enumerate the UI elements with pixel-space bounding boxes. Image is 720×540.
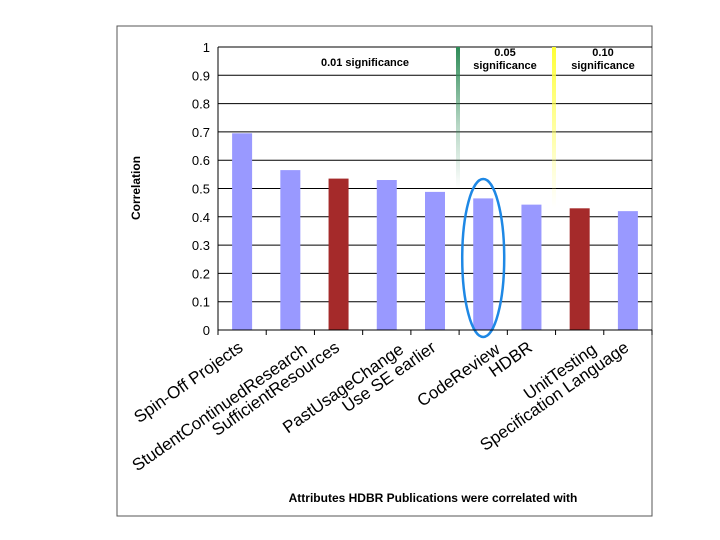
y-tick-label: 0.7	[192, 125, 210, 140]
bar	[473, 198, 494, 330]
y-axis-title: Correlation	[129, 156, 143, 220]
significance-label: 0.05 significance	[473, 47, 537, 72]
axes	[217, 47, 653, 335]
y-tick-label: 0.6	[192, 153, 210, 168]
bars	[232, 133, 638, 339]
significance-line-010	[552, 47, 556, 209]
significance-lines	[456, 47, 556, 209]
significance-label: 0.01 significance	[321, 57, 409, 69]
highlight-ellipse	[460, 177, 506, 339]
x-axis-title: Attributes HDBR Publications were correl…	[289, 491, 578, 505]
bar	[521, 204, 542, 330]
bar	[425, 191, 445, 330]
y-tick-label: 0.3	[192, 238, 210, 253]
y-tick-label: 0.4	[192, 210, 210, 225]
y-tick-label: 0	[203, 323, 210, 338]
y-tick-label: 1	[203, 40, 210, 55]
y-tick-label: 0.5	[192, 182, 210, 197]
annotation-labels: 0.01 significance 0.05 significance 0.10 sig…	[321, 47, 635, 72]
bar	[232, 133, 253, 330]
y-tick-label: 0.8	[192, 97, 210, 112]
significance-line-005	[456, 47, 460, 189]
bar	[376, 180, 397, 330]
bar	[569, 208, 590, 330]
significance-label: 0.10 significance	[571, 47, 635, 72]
y-tick-label: 0.2	[192, 266, 210, 281]
y-tick-label: 0.9	[192, 68, 210, 83]
y-tick-label: 0.1	[192, 295, 210, 310]
bar	[328, 178, 349, 330]
bar	[280, 170, 301, 330]
bar	[617, 211, 638, 330]
y-tick-labels: 0 0.1 0.2 0.3 0.4 0.5 0.6 0.7 0.8 0.9 1	[192, 40, 210, 338]
